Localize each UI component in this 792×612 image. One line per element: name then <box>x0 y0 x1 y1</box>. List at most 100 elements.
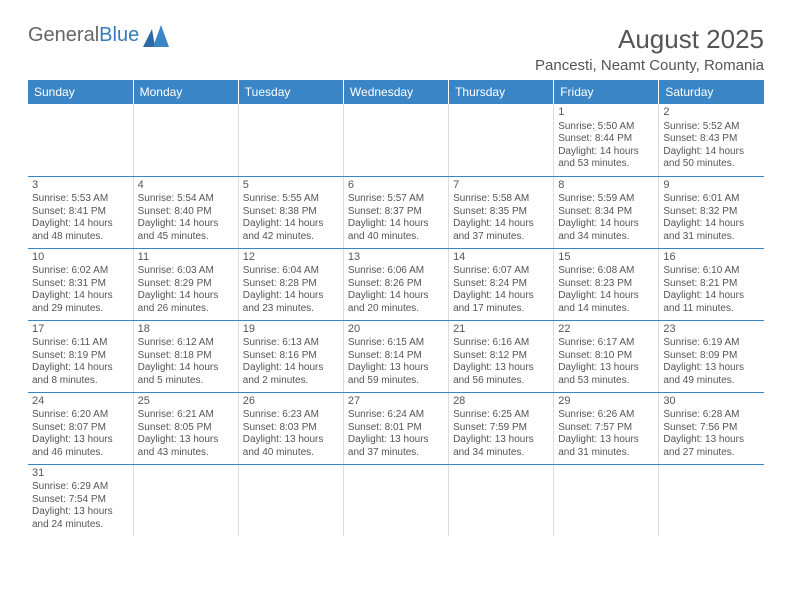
daylight-line: Daylight: 13 hours <box>32 434 129 447</box>
daylight-line: Daylight: 14 hours <box>558 290 654 303</box>
calendar-cell: 21Sunrise: 6:16 AMSunset: 8:12 PMDayligh… <box>449 320 554 392</box>
logo-word-a: General <box>28 24 99 46</box>
day-number: 27 <box>348 395 444 409</box>
day-number: 16 <box>663 251 760 265</box>
sunset-line: Sunset: 8:01 PM <box>348 422 444 435</box>
calendar-cell: 10Sunrise: 6:02 AMSunset: 8:31 PMDayligh… <box>28 248 133 320</box>
calendar-cell-empty <box>238 104 343 176</box>
calendar-cell: 8Sunrise: 5:59 AMSunset: 8:34 PMDaylight… <box>554 176 659 248</box>
sunrise-line: Sunrise: 6:11 AM <box>32 337 129 350</box>
calendar-cell: 29Sunrise: 6:26 AMSunset: 7:57 PMDayligh… <box>554 392 659 464</box>
calendar-table: SundayMondayTuesdayWednesdayThursdayFrid… <box>28 80 764 536</box>
sunrise-line: Sunrise: 6:29 AM <box>32 481 129 494</box>
daylight-line-2: and 23 minutes. <box>243 303 339 316</box>
day-number: 4 <box>138 179 234 193</box>
day-number: 25 <box>138 395 234 409</box>
sunrise-line: Sunrise: 6:06 AM <box>348 265 444 278</box>
day-header: Thursday <box>449 80 554 104</box>
daylight-line: Daylight: 13 hours <box>138 434 234 447</box>
daylight-line: Daylight: 14 hours <box>453 290 549 303</box>
sunset-line: Sunset: 8:37 PM <box>348 206 444 219</box>
sunrise-line: Sunrise: 6:13 AM <box>243 337 339 350</box>
calendar-cell: 24Sunrise: 6:20 AMSunset: 8:07 PMDayligh… <box>28 392 133 464</box>
sunset-line: Sunset: 8:35 PM <box>453 206 549 219</box>
calendar-cell: 5Sunrise: 5:55 AMSunset: 8:38 PMDaylight… <box>238 176 343 248</box>
sunset-line: Sunset: 7:57 PM <box>558 422 654 435</box>
daylight-line: Daylight: 14 hours <box>243 362 339 375</box>
calendar-cell: 12Sunrise: 6:04 AMSunset: 8:28 PMDayligh… <box>238 248 343 320</box>
sunrise-line: Sunrise: 5:52 AM <box>663 121 760 134</box>
sunset-line: Sunset: 8:38 PM <box>243 206 339 219</box>
calendar-cell: 7Sunrise: 5:58 AMSunset: 8:35 PMDaylight… <box>449 176 554 248</box>
calendar-cell-empty <box>28 104 133 176</box>
sunset-line: Sunset: 8:40 PM <box>138 206 234 219</box>
calendar-cell-empty <box>343 104 448 176</box>
daylight-line: Daylight: 14 hours <box>348 290 444 303</box>
daylight-line-2: and 53 minutes. <box>558 375 654 388</box>
daylight-line-2: and 5 minutes. <box>138 375 234 388</box>
calendar-cell-empty <box>238 464 343 536</box>
sunset-line: Sunset: 8:43 PM <box>663 133 760 146</box>
daylight-line-2: and 29 minutes. <box>32 303 129 316</box>
daylight-line-2: and 42 minutes. <box>243 231 339 244</box>
calendar-row: 1Sunrise: 5:50 AMSunset: 8:44 PMDaylight… <box>28 104 764 176</box>
daylight-line-2: and 37 minutes. <box>453 231 549 244</box>
calendar-cell-empty <box>343 464 448 536</box>
calendar-cell-empty <box>554 464 659 536</box>
day-number: 26 <box>243 395 339 409</box>
day-number: 5 <box>243 179 339 193</box>
calendar-row: 3Sunrise: 5:53 AMSunset: 8:41 PMDaylight… <box>28 176 764 248</box>
calendar-cell: 9Sunrise: 6:01 AMSunset: 8:32 PMDaylight… <box>659 176 764 248</box>
calendar-row: 31Sunrise: 6:29 AMSunset: 7:54 PMDayligh… <box>28 464 764 536</box>
calendar-row: 10Sunrise: 6:02 AMSunset: 8:31 PMDayligh… <box>28 248 764 320</box>
daylight-line-2: and 27 minutes. <box>663 447 760 460</box>
sunset-line: Sunset: 8:09 PM <box>663 350 760 363</box>
day-number: 10 <box>32 251 129 265</box>
daylight-line: Daylight: 14 hours <box>663 290 760 303</box>
day-number: 17 <box>32 323 129 337</box>
sunset-line: Sunset: 8:41 PM <box>32 206 129 219</box>
daylight-line: Daylight: 14 hours <box>558 146 654 159</box>
calendar-row: 24Sunrise: 6:20 AMSunset: 8:07 PMDayligh… <box>28 392 764 464</box>
daylight-line: Daylight: 14 hours <box>138 362 234 375</box>
day-number: 28 <box>453 395 549 409</box>
day-header: Monday <box>133 80 238 104</box>
sunrise-line: Sunrise: 5:50 AM <box>558 121 654 134</box>
day-header: Friday <box>554 80 659 104</box>
daylight-line-2: and 40 minutes. <box>348 231 444 244</box>
sunset-line: Sunset: 8:18 PM <box>138 350 234 363</box>
calendar-head: SundayMondayTuesdayWednesdayThursdayFrid… <box>28 80 764 104</box>
sunset-line: Sunset: 7:54 PM <box>32 494 129 507</box>
day-number: 2 <box>663 106 760 120</box>
calendar-cell: 25Sunrise: 6:21 AMSunset: 8:05 PMDayligh… <box>133 392 238 464</box>
sunset-line: Sunset: 8:05 PM <box>138 422 234 435</box>
logo-icon <box>143 25 169 47</box>
daylight-line-2: and 14 minutes. <box>558 303 654 316</box>
day-number: 31 <box>32 467 129 481</box>
calendar-cell: 1Sunrise: 5:50 AMSunset: 8:44 PMDaylight… <box>554 104 659 176</box>
daylight-line-2: and 48 minutes. <box>32 231 129 244</box>
daylight-line: Daylight: 13 hours <box>243 434 339 447</box>
sunrise-line: Sunrise: 6:19 AM <box>663 337 760 350</box>
day-number: 9 <box>663 179 760 193</box>
sunrise-line: Sunrise: 5:57 AM <box>348 193 444 206</box>
day-number: 11 <box>138 251 234 265</box>
sunrise-line: Sunrise: 6:10 AM <box>663 265 760 278</box>
calendar-cell: 30Sunrise: 6:28 AMSunset: 7:56 PMDayligh… <box>659 392 764 464</box>
daylight-line: Daylight: 13 hours <box>453 434 549 447</box>
calendar-row: 17Sunrise: 6:11 AMSunset: 8:19 PMDayligh… <box>28 320 764 392</box>
sunrise-line: Sunrise: 6:20 AM <box>32 409 129 422</box>
daylight-line-2: and 2 minutes. <box>243 375 339 388</box>
daylight-line: Daylight: 14 hours <box>663 146 760 159</box>
calendar-body: 1Sunrise: 5:50 AMSunset: 8:44 PMDaylight… <box>28 104 764 536</box>
day-number: 20 <box>348 323 444 337</box>
calendar-cell-empty <box>449 104 554 176</box>
daylight-line-2: and 31 minutes. <box>558 447 654 460</box>
sunrise-line: Sunrise: 6:25 AM <box>453 409 549 422</box>
calendar-cell: 15Sunrise: 6:08 AMSunset: 8:23 PMDayligh… <box>554 248 659 320</box>
logo: GeneralBlue <box>28 24 169 47</box>
day-number: 13 <box>348 251 444 265</box>
daylight-line: Daylight: 14 hours <box>243 218 339 231</box>
sunrise-line: Sunrise: 6:02 AM <box>32 265 129 278</box>
location-text: Pancesti, Neamt County, Romania <box>535 57 764 74</box>
